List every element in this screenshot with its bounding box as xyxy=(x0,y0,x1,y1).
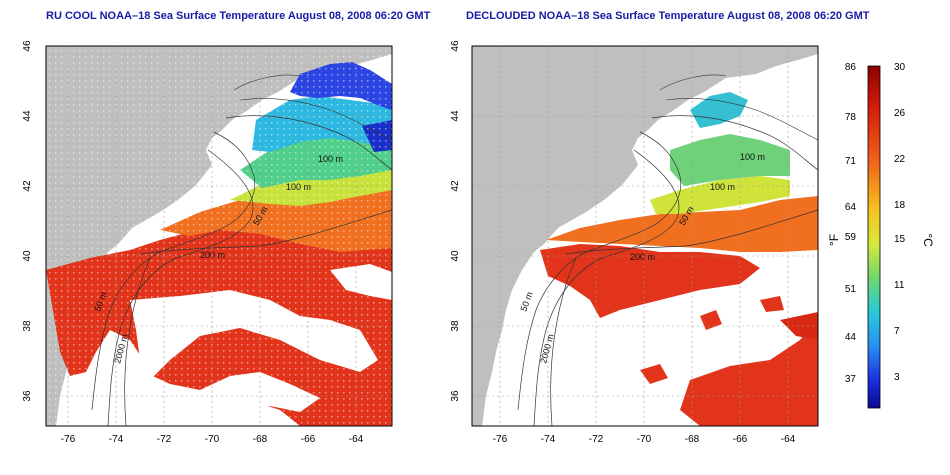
f-tick-8: 37 xyxy=(845,374,857,385)
c-tick-3: 22 xyxy=(894,154,906,165)
right-xtick-7: -64 xyxy=(781,434,796,445)
left-xtick-2: -74 xyxy=(109,434,124,445)
f-tick-1: 86 xyxy=(845,62,857,73)
left-xtick-1: -76 xyxy=(61,434,76,445)
right-contour-2000m xyxy=(550,257,577,427)
left-xtick-7: -64 xyxy=(349,434,364,445)
right-ytick-3: 42 xyxy=(450,180,461,192)
c-tick-8: 3 xyxy=(894,372,900,383)
left-contour-100m xyxy=(107,115,393,427)
right-gridlines xyxy=(472,46,818,426)
c-tick-1: 30 xyxy=(894,62,906,73)
right-sst-warm xyxy=(540,244,760,318)
f-tick-5: 59 xyxy=(845,232,857,243)
left-ytick-5: 38 xyxy=(22,320,33,332)
right-label-100m-b: 100 m xyxy=(710,182,735,192)
colorbar-c-label: °C xyxy=(921,233,935,247)
right-ytick-1: 46 xyxy=(450,40,461,52)
right-sst-specks xyxy=(640,296,784,384)
right-ytick-6: 36 xyxy=(450,390,461,402)
left-contour-50m xyxy=(91,131,256,411)
left-contour-2000m xyxy=(124,257,151,427)
f-tick-7: 44 xyxy=(845,332,857,343)
right-contour-100m xyxy=(533,115,819,427)
right-ytick-4: 40 xyxy=(450,250,461,262)
left-xtick-6: -66 xyxy=(301,434,316,445)
right-contour-shelf xyxy=(659,74,819,141)
right-y-axis: 46 44 42 40 38 36 xyxy=(450,40,461,402)
right-sst-orange xyxy=(546,196,818,252)
left-panel-title: RU COOL NOAA–18 Sea Surface Temperature … xyxy=(46,10,431,22)
right-sst-green xyxy=(670,134,790,186)
right-sst-warm-south xyxy=(680,320,818,426)
c-tick-7: 7 xyxy=(894,326,900,337)
left-xtick-4: -70 xyxy=(205,434,220,445)
right-map-panel: 100 m 100 m 50 m 200 m 50 m 2000 m -76 -… xyxy=(450,40,819,445)
right-contour-200m xyxy=(565,209,819,255)
c-tick-2: 26 xyxy=(894,108,906,119)
right-ytick-2: 44 xyxy=(450,110,461,122)
left-contour-shelf xyxy=(233,74,393,141)
f-tick-2: 78 xyxy=(845,112,857,123)
c-tick-4: 18 xyxy=(894,200,906,211)
right-xtick-6: -66 xyxy=(733,434,748,445)
left-ytick-1: 46 xyxy=(22,40,33,52)
colorbar-c-ticks: 30 26 22 18 15 11 7 3 xyxy=(894,62,906,383)
right-land xyxy=(472,46,818,426)
temperature-colorbar: 86 78 71 64 59 51 44 37 30 26 22 18 15 1… xyxy=(827,62,935,409)
right-xtick-2: -74 xyxy=(541,434,556,445)
right-label-200m: 200 m xyxy=(630,252,655,262)
right-xtick-5: -68 xyxy=(685,434,700,445)
right-xtick-3: -72 xyxy=(589,434,604,445)
left-label-100m-a: 100 m xyxy=(318,154,343,164)
left-gridlines xyxy=(46,45,392,426)
f-tick-4: 64 xyxy=(845,202,857,213)
colorbar-f-ticks: 86 78 71 64 59 51 44 37 xyxy=(845,62,857,385)
right-ytick-5: 38 xyxy=(450,320,461,332)
f-tick-3: 71 xyxy=(845,156,857,167)
c-tick-6: 11 xyxy=(894,280,905,291)
left-ytick-6: 36 xyxy=(22,390,33,402)
left-map-frame xyxy=(45,45,393,427)
right-label-100m-a: 100 m xyxy=(740,152,765,162)
left-xtick-5: -68 xyxy=(253,434,268,445)
right-xtick-4: -70 xyxy=(637,434,652,445)
right-contour-50m xyxy=(517,131,682,411)
right-xtick-1: -76 xyxy=(493,434,508,445)
right-sst-yellow xyxy=(650,176,790,214)
left-label-100m-b: 100 m xyxy=(286,182,311,192)
right-sst-cyan xyxy=(690,92,748,128)
left-contour-200m xyxy=(139,209,393,255)
left-ytick-2: 44 xyxy=(22,110,33,122)
right-panel-title: DECLOUDED NOAA–18 Sea Surface Temperatur… xyxy=(466,10,870,22)
colorbar-f-label: °F xyxy=(827,234,841,246)
left-map-panel: 100 m 100 m 50 m 200 m 50 m 2000 m -76 -… xyxy=(22,40,393,445)
c-tick-5: 15 xyxy=(894,234,906,245)
left-y-axis: 46 44 42 40 38 36 xyxy=(22,40,33,402)
f-tick-6: 51 xyxy=(845,284,857,295)
left-xtick-3: -72 xyxy=(157,434,172,445)
right-map-frame xyxy=(471,45,819,427)
left-x-axis: -76 -74 -72 -70 -68 -66 -64 xyxy=(61,434,364,445)
left-ytick-3: 42 xyxy=(22,180,33,192)
left-ytick-4: 40 xyxy=(22,250,33,262)
left-noise-texture xyxy=(46,46,392,426)
colorbar-gradient xyxy=(867,65,881,409)
right-x-axis: -76 -74 -72 -70 -68 -66 -64 xyxy=(493,434,796,445)
left-label-200m: 200 m xyxy=(200,250,225,260)
